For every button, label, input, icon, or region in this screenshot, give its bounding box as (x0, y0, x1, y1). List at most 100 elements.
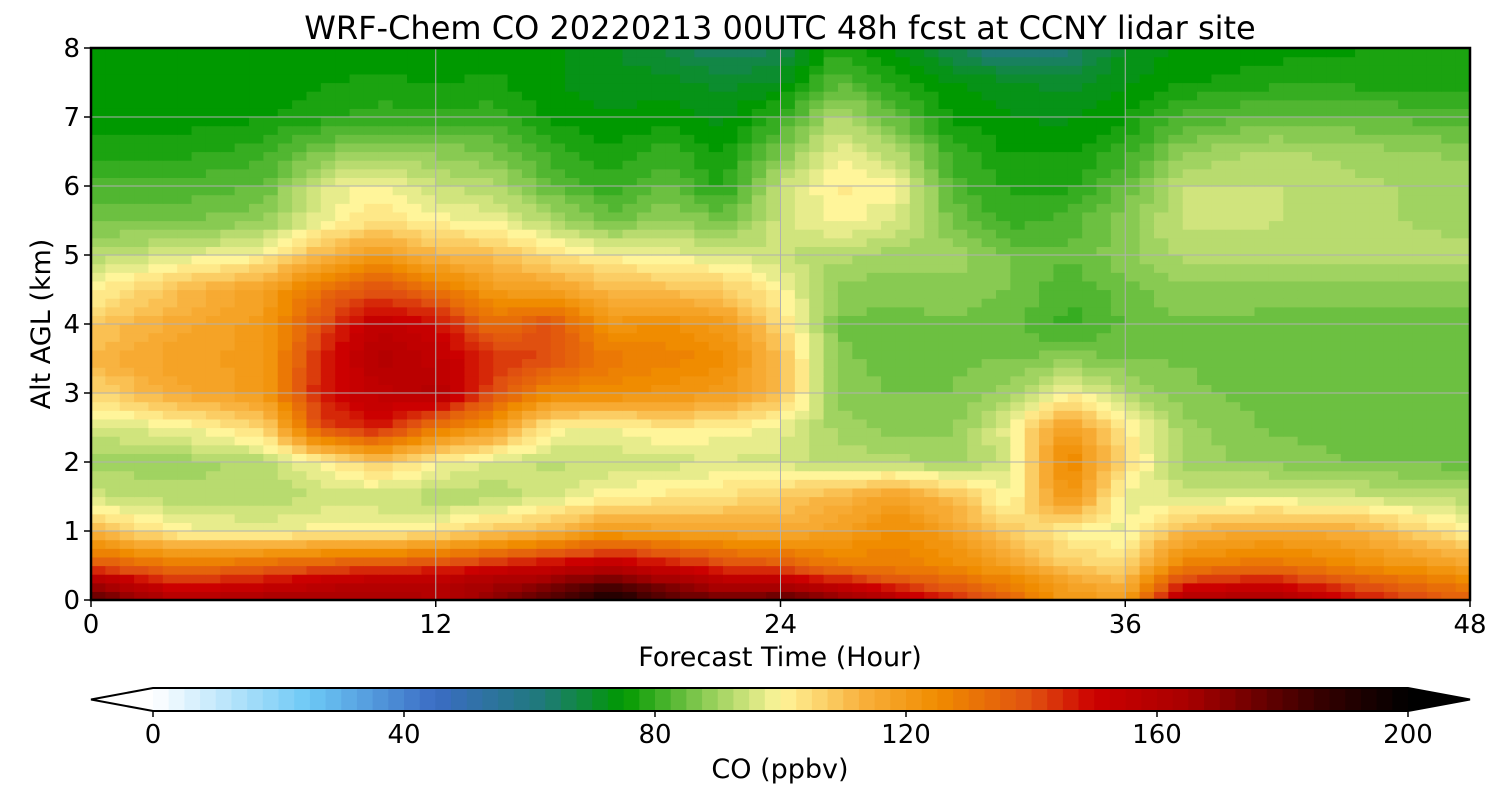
contour-cell (751, 427, 767, 437)
contour-cell (780, 272, 796, 282)
contour-cell (708, 496, 724, 506)
contour-cell (148, 280, 164, 291)
contour-cell (91, 393, 106, 403)
contour-cell (292, 487, 308, 498)
contour-cell (608, 306, 624, 316)
contour-cell (708, 272, 724, 282)
contour-cell (565, 496, 580, 506)
contour-cell (766, 375, 782, 385)
contour-cell (521, 384, 537, 394)
contour-cell (363, 496, 379, 506)
contour-cell (306, 177, 322, 187)
contour-cell (1311, 168, 1327, 178)
contour-cell (205, 186, 221, 196)
contour-cell (967, 479, 983, 489)
contour-cell (134, 453, 150, 463)
contour-cell (766, 591, 782, 600)
contour-cell (263, 384, 279, 394)
contour-cell (493, 582, 509, 592)
contour-cell (464, 358, 480, 368)
contour-cell (191, 531, 207, 541)
contour-cell (335, 496, 351, 506)
contour-cell (1053, 393, 1069, 403)
contour-cell (852, 246, 868, 256)
contour-cell (708, 565, 724, 575)
contour-cell (1268, 418, 1284, 429)
contour-cell (306, 401, 322, 411)
contour-cell (924, 272, 940, 282)
contour-cell (665, 255, 681, 265)
contour-cell (938, 263, 954, 273)
contour-cell (1426, 496, 1442, 506)
contour-cell (924, 556, 940, 567)
contour-cell (809, 487, 825, 498)
contour-cell (1455, 444, 1470, 454)
contour-cell (435, 436, 451, 446)
contour-cell (694, 151, 710, 161)
contour-cell (464, 462, 480, 472)
contour-cell (866, 393, 882, 403)
contour-cell (464, 229, 480, 239)
contour-cell (981, 332, 997, 342)
contour-cell (780, 289, 796, 299)
contour-cell (694, 298, 710, 308)
contour-cell (1096, 479, 1112, 489)
contour-cell (464, 444, 480, 454)
contour-cell (1268, 168, 1284, 178)
contour-cell (134, 246, 150, 256)
contour-cell (349, 367, 365, 377)
contour-cell (1024, 574, 1040, 584)
contour-cell (579, 444, 595, 454)
contour-cell (507, 324, 523, 334)
contour-cell (1039, 220, 1055, 230)
contour-cell (1110, 384, 1126, 394)
contour-cell (1340, 263, 1356, 273)
contour-cell (177, 393, 193, 403)
contour-cell (1053, 487, 1069, 498)
contour-cell (435, 203, 451, 213)
contour-cell (119, 393, 135, 403)
contour-cell (162, 168, 178, 178)
contour-cell (1082, 418, 1098, 429)
contour-cell (895, 280, 911, 291)
contour-cell (981, 177, 997, 187)
contour-cell (335, 229, 351, 239)
contour-cell (1412, 591, 1428, 600)
contour-cell (162, 513, 178, 523)
contour-cell (263, 237, 279, 247)
contour-cell (435, 384, 451, 394)
contour-cell (1326, 263, 1342, 273)
contour-cell (1010, 427, 1026, 437)
contour-cell (608, 177, 624, 187)
contour-cell (478, 349, 494, 360)
contour-cell (234, 237, 250, 247)
contour-cell (220, 556, 236, 567)
contour-cell (708, 194, 724, 204)
contour-cell (737, 298, 753, 308)
contour-cell (995, 298, 1011, 308)
contour-cell (521, 410, 537, 420)
contour-cell (636, 410, 652, 420)
contour-cell (909, 246, 925, 256)
contour-cell (91, 539, 106, 549)
contour-cell (794, 289, 810, 299)
contour-cell (378, 513, 394, 523)
contour-cell (967, 255, 983, 265)
contour-cell (837, 444, 853, 454)
contour-cell (679, 324, 695, 334)
contour-cell (292, 306, 308, 316)
contour-cell (435, 246, 451, 256)
contour-cell (1039, 522, 1055, 532)
contour-cell (407, 289, 422, 299)
contour-cell (1067, 349, 1083, 360)
contour-cell (924, 574, 940, 584)
contour-cell (1369, 160, 1385, 170)
contour-cell (1326, 531, 1342, 541)
contour-cell (378, 556, 394, 567)
contour-cell (1283, 384, 1299, 394)
contour-cell (1096, 513, 1112, 523)
contour-cell (105, 453, 121, 463)
contour-cell (565, 436, 580, 446)
contour-cell (1153, 427, 1169, 437)
contour-cell (1182, 289, 1198, 299)
